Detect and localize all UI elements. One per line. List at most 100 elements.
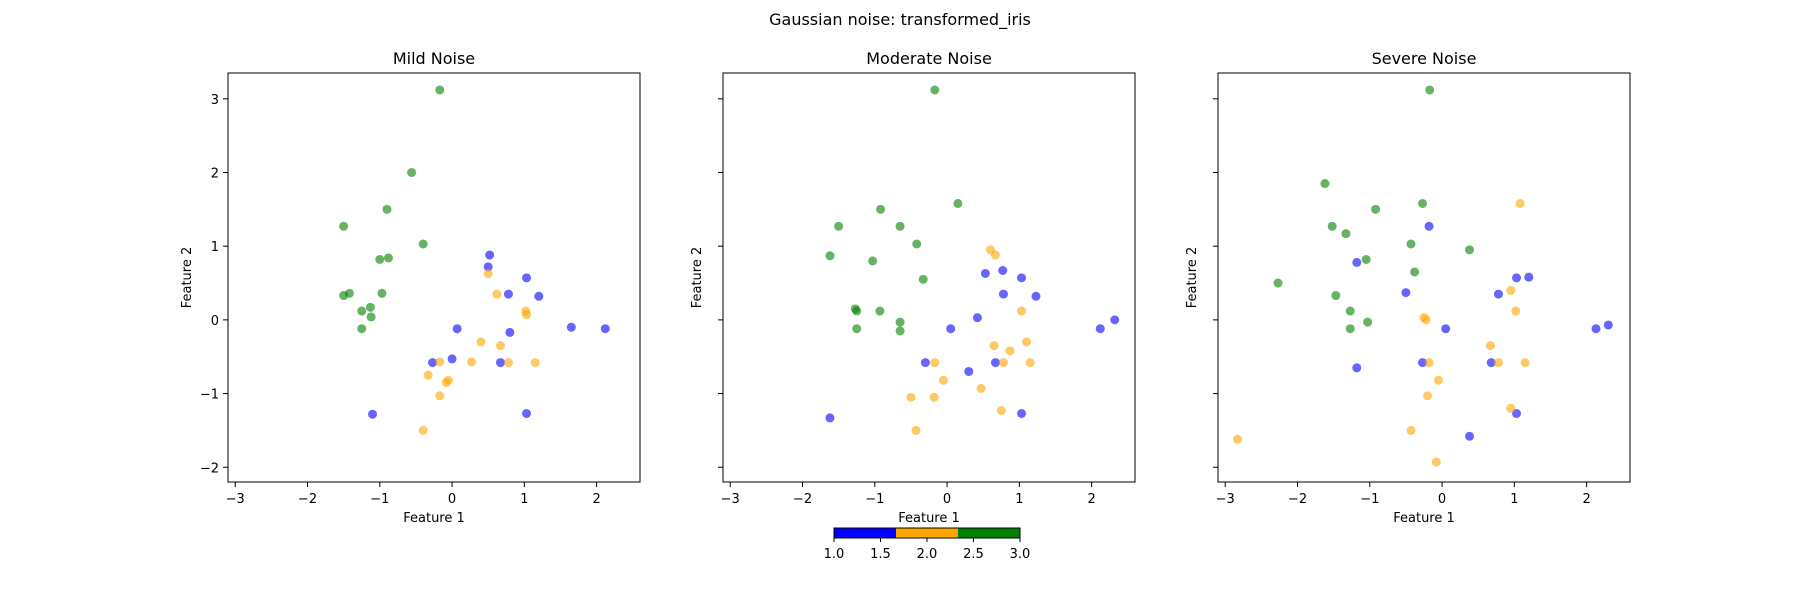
data-point <box>964 366 974 376</box>
x-axis-label: Feature 1 <box>403 511 465 526</box>
colorbar-segment <box>834 528 896 538</box>
data-point <box>467 357 477 367</box>
data-point <box>1352 257 1362 267</box>
panel-title: Mild Noise <box>393 49 475 68</box>
data-point <box>1341 229 1351 239</box>
data-point <box>1022 337 1032 347</box>
data-point <box>895 317 905 327</box>
data-point <box>998 265 1008 275</box>
data-point <box>383 253 393 263</box>
colorbar-tick-label: 1.5 <box>870 547 891 562</box>
data-point <box>996 406 1006 416</box>
data-point <box>998 358 1008 368</box>
scatter-panels: Mild Noise −3 −2 −1 0 1 2 −2 −1 0 1 2 3 Feature 1 Feat… <box>180 49 1631 526</box>
data-point <box>366 312 376 322</box>
data-point <box>930 85 940 95</box>
data-point <box>476 337 486 347</box>
data-point <box>1431 457 1441 467</box>
data-point <box>1425 85 1435 95</box>
data-point <box>435 85 445 95</box>
data-point <box>1485 341 1495 351</box>
data-point <box>929 392 939 402</box>
data-point <box>485 250 495 260</box>
y-axis-label: Feature 2 <box>690 247 705 309</box>
data-point <box>825 251 835 261</box>
x-tick-label: 1 <box>520 492 528 507</box>
data-point <box>1017 273 1027 283</box>
x-tick-label: −3 <box>721 492 740 507</box>
data-point <box>1465 245 1475 255</box>
data-point <box>1345 306 1355 316</box>
x-tick-label: −3 <box>1216 492 1235 507</box>
x-tick-label: 2 <box>592 492 600 507</box>
data-point <box>1493 358 1503 368</box>
data-point <box>1433 375 1443 385</box>
data-point <box>930 358 940 368</box>
data-point <box>339 221 349 231</box>
scatter-panel-1: Mild Noise −3 −2 −1 0 1 2 −2 −1 0 1 2 3 Feature 1 Feat… <box>180 49 641 526</box>
colorbar-tick-label: 2.5 <box>963 547 984 562</box>
y-tick-label: −2 <box>200 461 219 476</box>
data-point <box>1418 358 1428 368</box>
x-tick-label: −2 <box>793 492 812 507</box>
colorbar-tick-label: 3.0 <box>1010 547 1031 562</box>
data-point <box>1233 434 1243 444</box>
data-point <box>852 324 862 334</box>
data-point <box>566 322 576 332</box>
data-point <box>1401 288 1411 298</box>
data-point <box>1506 285 1516 295</box>
y-axis-label: Feature 2 <box>1185 247 1200 309</box>
x-axis-label: Feature 1 <box>1393 511 1455 526</box>
x-tick-label: −2 <box>298 492 317 507</box>
colorbar-segment <box>896 528 958 538</box>
data-point <box>600 324 610 334</box>
data-point <box>357 324 367 334</box>
data-point <box>418 239 428 249</box>
plot-frame <box>1217 72 1631 483</box>
data-point <box>1406 425 1416 435</box>
data-point <box>1486 358 1496 368</box>
data-point <box>418 425 428 435</box>
scatter-panel-2: Moderate Noise −3 −2 −1 0 1 2 Feature 1 Feature … <box>690 49 1136 526</box>
data-point <box>876 204 886 214</box>
y-tick-label: 0 <box>211 314 219 329</box>
y-tick-label: 2 <box>211 166 219 181</box>
y-tick-label: 3 <box>211 93 219 108</box>
data-point <box>365 302 375 312</box>
data-point <box>522 408 532 418</box>
scatter-panel-3: Severe Noise −3 −2 −1 0 1 2 Feature 1 Feature 2 <box>1185 49 1631 526</box>
data-point <box>1110 315 1120 325</box>
data-point <box>407 167 417 177</box>
data-point <box>1273 278 1283 288</box>
data-point <box>1511 306 1521 316</box>
data-point <box>495 341 505 351</box>
data-point <box>505 327 515 337</box>
data-point <box>534 291 544 301</box>
data-point <box>868 256 878 266</box>
data-point <box>1424 221 1434 231</box>
data-point <box>920 358 930 368</box>
data-point <box>1406 239 1416 249</box>
data-point <box>492 289 502 299</box>
data-point <box>1031 291 1041 301</box>
colorbar-tick-label: 1.0 <box>824 547 845 562</box>
data-point <box>895 221 905 231</box>
x-tick-label: 0 <box>1438 492 1446 507</box>
x-tick-label: −1 <box>1360 492 1379 507</box>
data-point <box>1515 198 1525 208</box>
x-tick-label: −3 <box>226 492 245 507</box>
data-point <box>435 357 445 367</box>
data-point <box>441 378 451 388</box>
data-point <box>980 268 990 278</box>
data-point <box>911 425 921 435</box>
data-point <box>1424 358 1434 368</box>
data-point <box>1493 289 1503 299</box>
colorbar-tick-label: 2.0 <box>917 547 938 562</box>
x-tick-label: 0 <box>943 492 951 507</box>
panel-title: Moderate Noise <box>866 49 992 68</box>
data-point <box>875 306 885 316</box>
data-point <box>382 204 392 214</box>
data-point <box>1418 198 1428 208</box>
data-point <box>522 310 532 320</box>
